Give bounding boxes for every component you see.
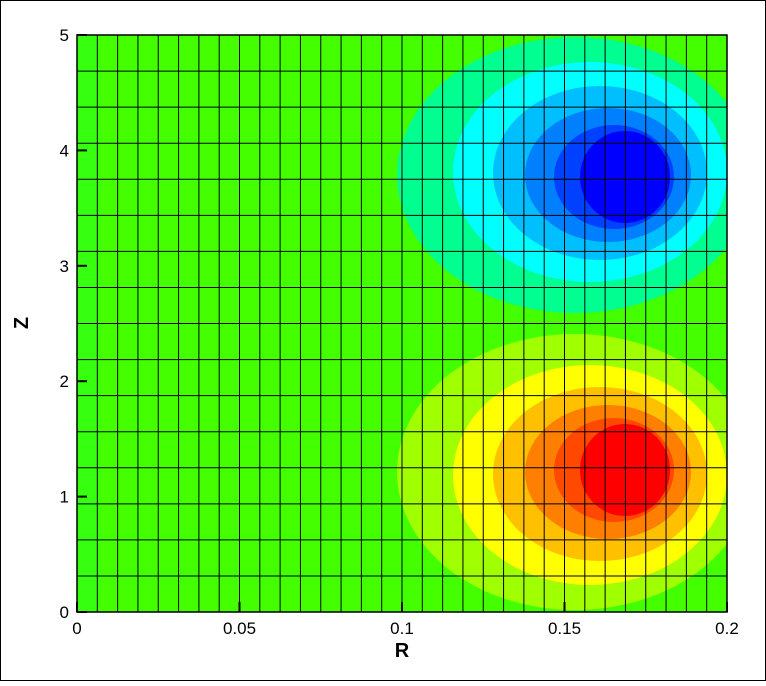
y-tick-label: 2 [60, 372, 69, 391]
x-tick-label: 0.05 [223, 619, 256, 638]
y-tick-label: 1 [60, 488, 69, 507]
y-tick-label: 4 [60, 141, 69, 160]
y-tick-label: 3 [60, 257, 69, 276]
x-tick-label: 0 [72, 619, 81, 638]
x-tick-label: 0.15 [548, 619, 581, 638]
y-axis-label: Z [11, 317, 33, 329]
x-axis-label: R [395, 640, 410, 662]
x-tick-label: 0.1 [390, 619, 414, 638]
x-tick-label: 0.2 [715, 619, 739, 638]
plot-area [77, 35, 727, 612]
y-tick-label: 5 [60, 26, 69, 45]
y-tick-label: 0 [60, 603, 69, 622]
